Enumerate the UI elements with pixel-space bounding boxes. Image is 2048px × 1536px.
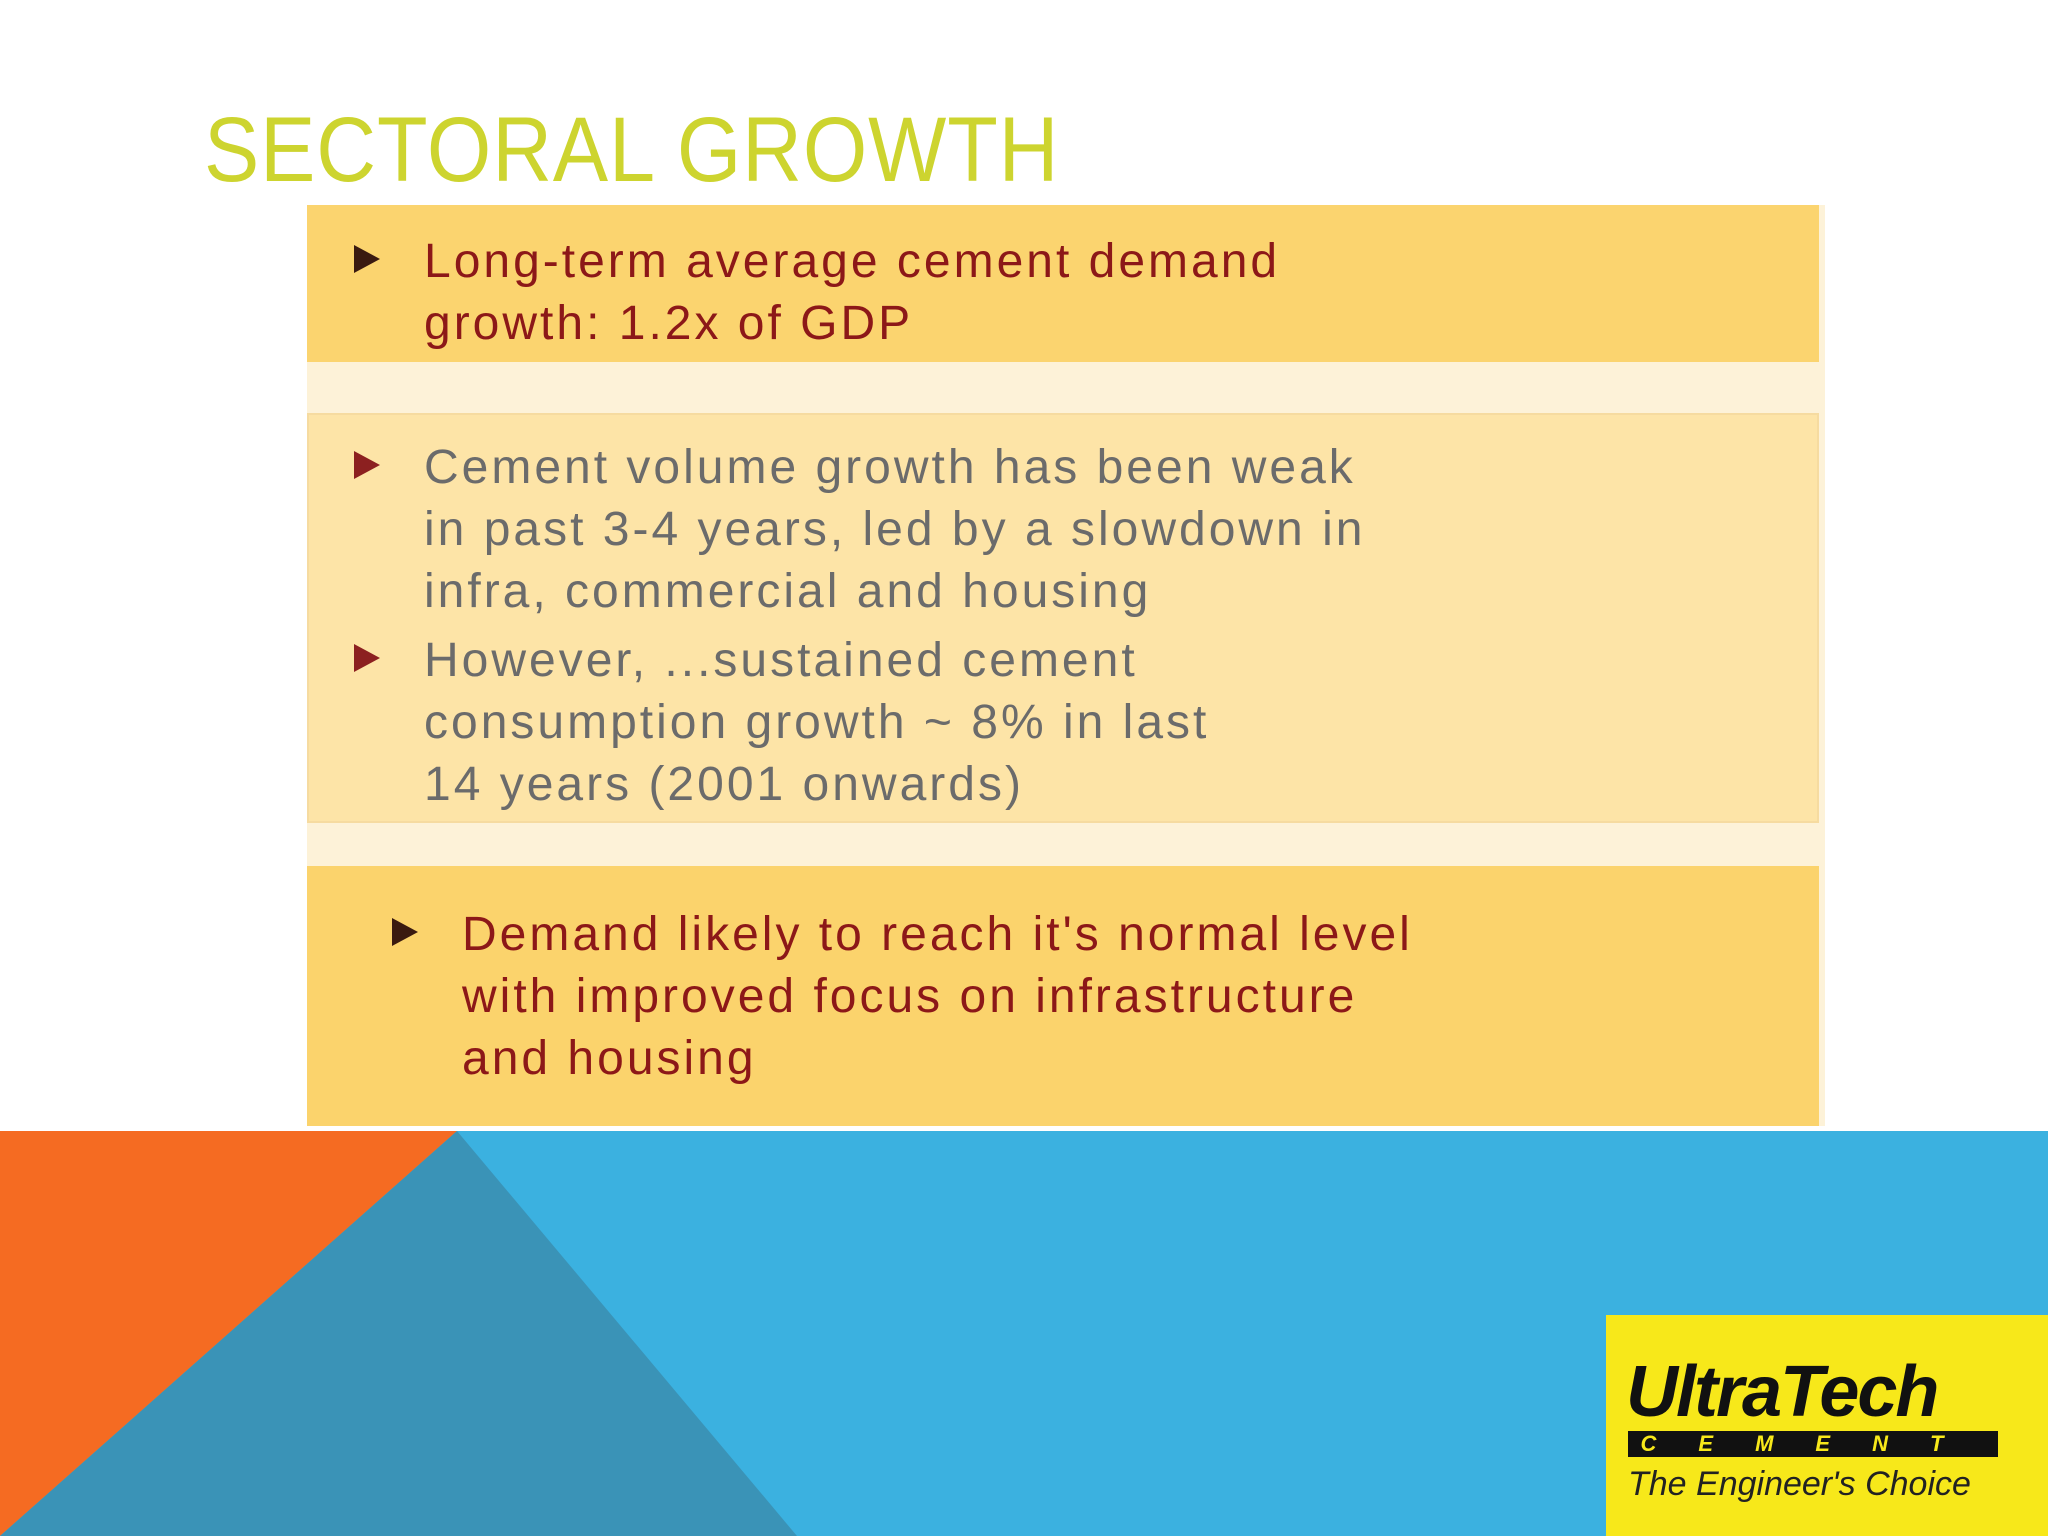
text: However, ...sustained cement consumption…	[424, 634, 1210, 811]
logo-name: UltraTech	[1626, 1352, 1939, 1432]
text: Demand likely to reach it's normal level…	[462, 908, 1413, 1085]
logo: UltraTech CEMENT The Engineer's Choice	[1606, 1315, 2048, 1536]
text: Cement volume growth has been weak in pa…	[424, 441, 1366, 618]
bullet	[392, 918, 418, 946]
bullet-item: However, ...sustained cement consumption…	[354, 630, 1210, 816]
bullet-item: Cement volume growth has been weak in pa…	[354, 437, 1366, 623]
bullet-item: Demand likely to reach it's normal level…	[392, 904, 1413, 1090]
logo-sub: CEMENT	[1628, 1431, 1998, 1457]
bullet-item: Long-term average cement demand growth: …	[354, 231, 1281, 355]
bullet	[354, 451, 380, 479]
bullet	[354, 245, 380, 273]
logo-tagline: The Engineer's Choice	[1628, 1465, 1971, 1503]
text: Long-term average cement demand growth: …	[424, 235, 1281, 350]
teal-triangle	[0, 1131, 797, 1536]
slide-title: SECTORAL GROWTH	[204, 99, 1060, 201]
box: Demand likely to reach it's normal level…	[307, 866, 1819, 1126]
box: Long-term average cement demand growth: …	[307, 205, 1819, 362]
bullet	[354, 644, 380, 672]
box: Cement volume growth has been weak in pa…	[307, 413, 1819, 823]
